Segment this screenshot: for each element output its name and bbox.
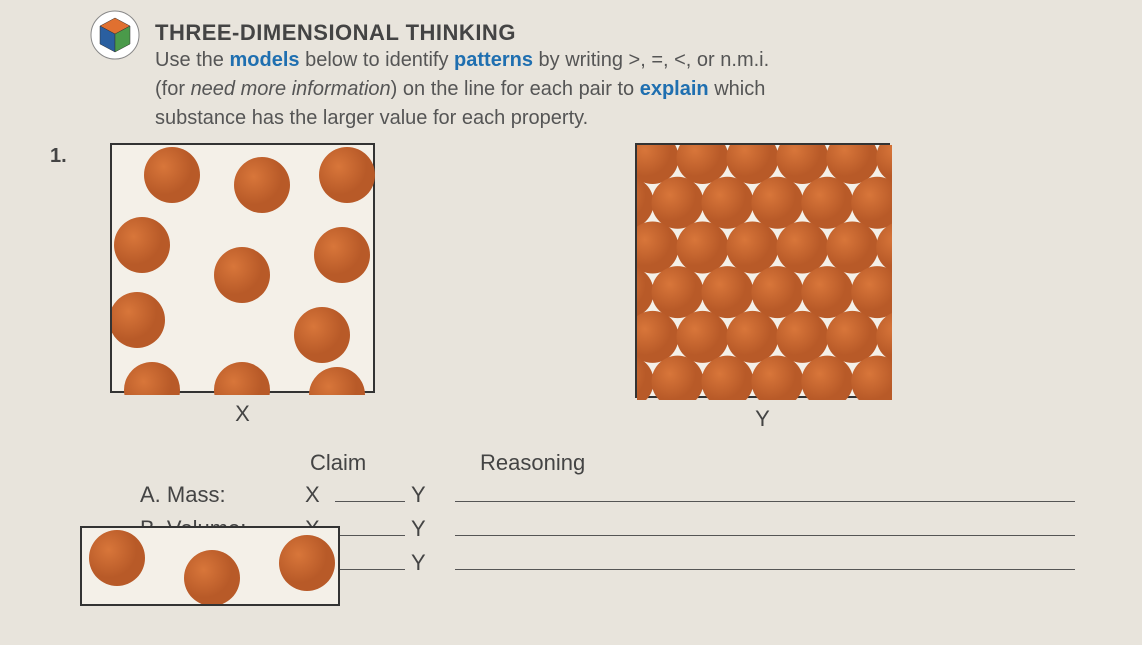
claim-y: Y bbox=[411, 516, 435, 542]
claim-blank[interactable] bbox=[335, 484, 405, 502]
model-y-box bbox=[635, 143, 890, 398]
claim-row: A. Mass:X Y bbox=[140, 482, 1102, 508]
claim-blank[interactable] bbox=[335, 552, 405, 570]
keyword-patterns: patterns bbox=[454, 49, 533, 71]
abbrev-nmi: need more information bbox=[191, 78, 391, 100]
next-model-preview bbox=[80, 526, 340, 606]
keyword-models: models bbox=[229, 49, 299, 71]
model-y-wrap: Y bbox=[635, 143, 890, 432]
claim-y: Y bbox=[411, 550, 435, 576]
cube-logo-icon bbox=[90, 10, 140, 60]
model-x-wrap: X bbox=[110, 143, 375, 432]
reasoning-blank[interactable] bbox=[455, 552, 1075, 570]
claim-x: X bbox=[305, 482, 329, 508]
claim-y: Y bbox=[411, 482, 435, 508]
section-title: THREE-DIMENSIONAL THINKING bbox=[155, 20, 1102, 46]
keyword-explain: explain bbox=[640, 78, 709, 100]
header-reasoning: Reasoning bbox=[480, 450, 585, 476]
model-y-label: Y bbox=[755, 406, 770, 432]
instructions-text: Use the models below to identify pattern… bbox=[155, 46, 1102, 133]
reasoning-blank[interactable] bbox=[455, 518, 1075, 536]
header-claim: Claim bbox=[310, 450, 450, 476]
model-x-label: X bbox=[235, 401, 250, 427]
question-number: 1. bbox=[50, 145, 67, 168]
reasoning-blank[interactable] bbox=[455, 484, 1075, 502]
claims-header: Claim Reasoning bbox=[140, 450, 1102, 476]
model-x-box bbox=[110, 143, 375, 393]
claim-label: A. Mass: bbox=[140, 482, 305, 508]
claim-blank[interactable] bbox=[335, 518, 405, 536]
